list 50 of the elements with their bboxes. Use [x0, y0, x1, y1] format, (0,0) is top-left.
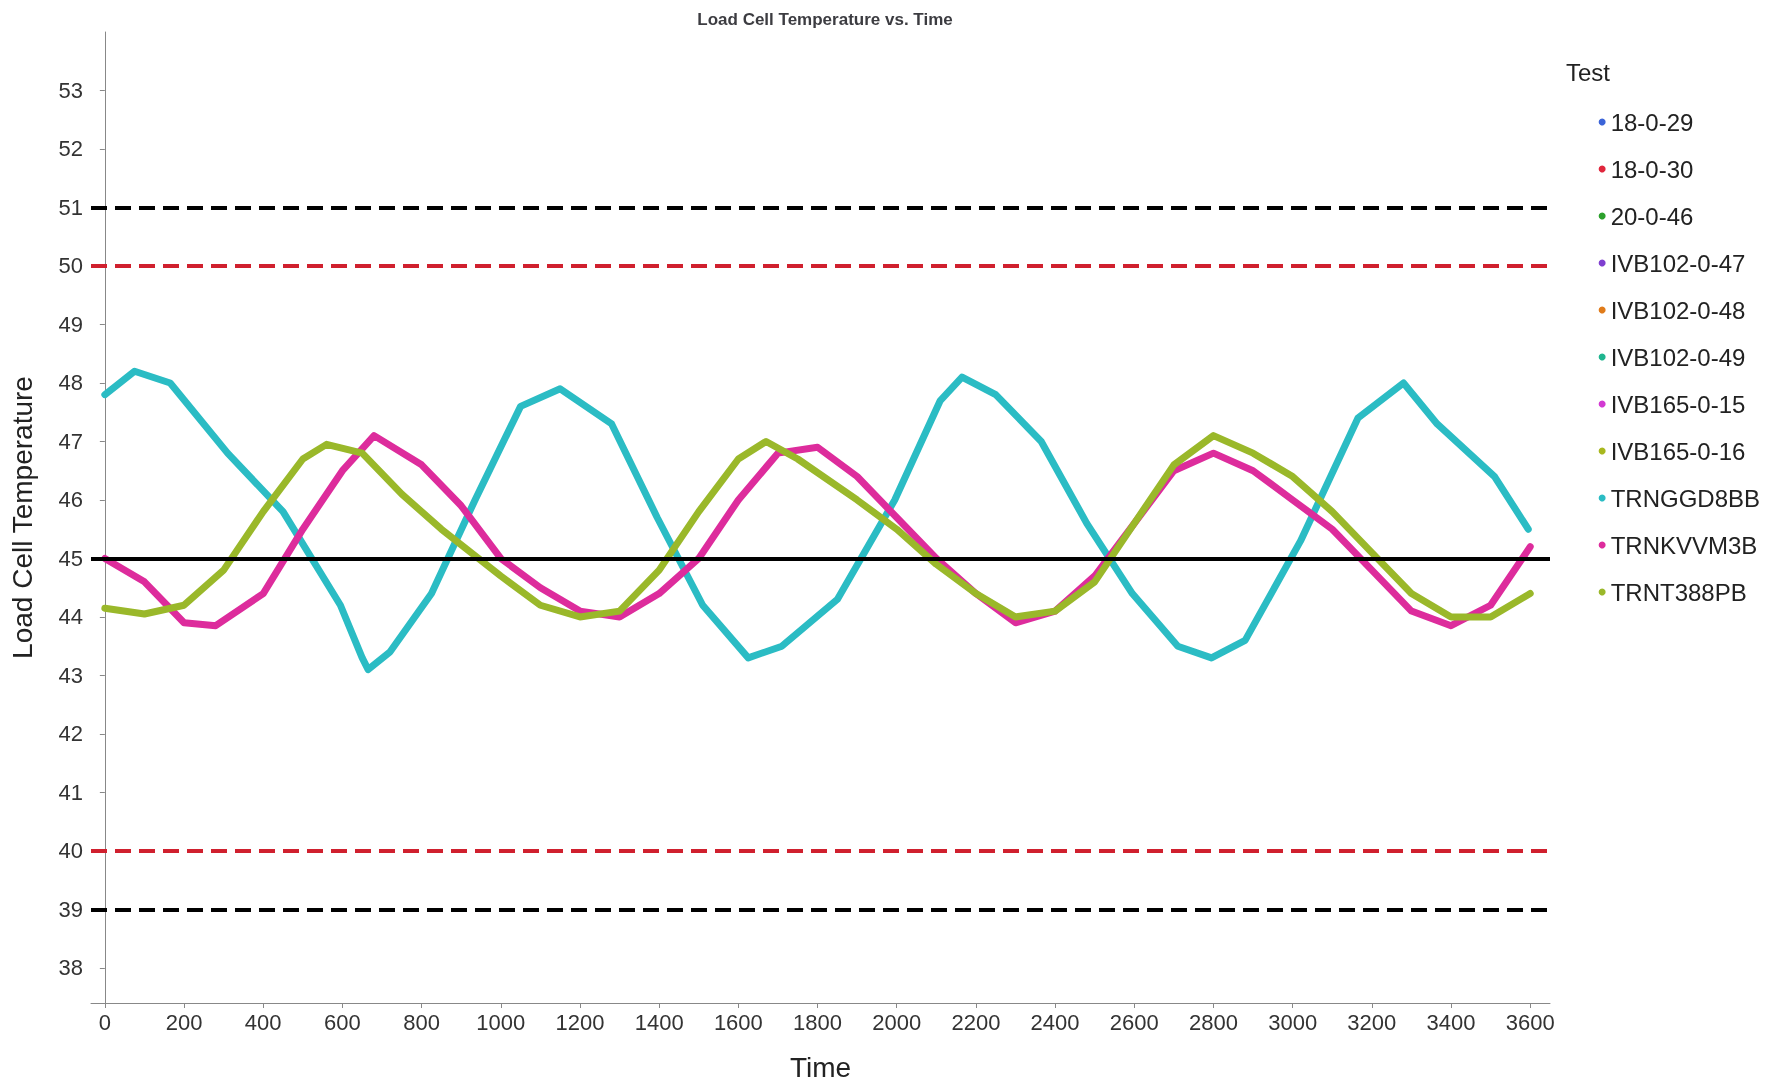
legend-label: 18-0-30 — [1610, 155, 1694, 183]
y-tick-label: 50 — [58, 253, 83, 279]
y-tick-label: 46 — [58, 487, 83, 513]
y-tick-label: 52 — [58, 136, 83, 162]
x-tick-label: 1600 — [713, 1009, 763, 1035]
legend-label: IVB102-0-47 — [1610, 249, 1746, 277]
y-tick-label: 44 — [58, 604, 83, 630]
x-tick-label: 1200 — [555, 1009, 605, 1035]
y-tick-label: 45 — [58, 545, 83, 571]
x-tick-label: 2600 — [1109, 1009, 1159, 1035]
x-tick-label: 3200 — [1347, 1009, 1397, 1035]
legend-label: IVB165-0-16 — [1610, 437, 1746, 465]
y-tick-label: 53 — [58, 77, 83, 103]
y-axis-title: Load Cell Temperature — [6, 376, 38, 659]
legend-label: 20-0-46 — [1610, 202, 1694, 230]
y-tick-label: 49 — [58, 311, 83, 337]
y-tick-label: 38 — [58, 955, 83, 981]
y-tick-label: 48 — [58, 370, 83, 396]
legend-label: TRNKVVM3B — [1610, 531, 1758, 559]
x-tick-label: 2800 — [1188, 1009, 1238, 1035]
y-tick-label: 43 — [58, 662, 83, 688]
x-axis-title: Time — [789, 1051, 852, 1083]
x-tick-label: 2400 — [1030, 1009, 1080, 1035]
y-tick-label: 41 — [58, 779, 83, 805]
x-tick-label: 1800 — [793, 1009, 843, 1035]
y-tick-label: 40 — [58, 838, 83, 864]
x-tick-label: 0 — [98, 1009, 111, 1035]
x-tick-label: 800 — [403, 1009, 440, 1035]
y-tick-label: 51 — [58, 194, 83, 220]
x-tick-label: 1400 — [634, 1009, 684, 1035]
x-tick-label: 200 — [165, 1009, 203, 1035]
legend-title: Test — [1566, 58, 1611, 86]
legend-label: IVB102-0-48 — [1610, 296, 1746, 324]
x-tick-label: 2000 — [872, 1009, 922, 1035]
y-tick-label: 39 — [58, 896, 83, 922]
y-tick-label: 47 — [58, 428, 83, 454]
y-tick-label: 42 — [58, 721, 83, 747]
x-tick-label: 3600 — [1505, 1009, 1555, 1035]
legend-label: 18-0-29 — [1610, 108, 1694, 136]
legend-label: TRNT388PB — [1610, 578, 1747, 606]
x-tick-label: 600 — [324, 1009, 361, 1035]
x-tick-label: 400 — [244, 1009, 282, 1035]
legend-label: IVB102-0-49 — [1610, 343, 1746, 371]
legend-label: IVB165-0-15 — [1610, 390, 1746, 418]
x-tick-label: 2200 — [951, 1009, 1001, 1035]
x-tick-label: 3400 — [1426, 1009, 1476, 1035]
x-tick-label: 1000 — [476, 1009, 526, 1035]
legend-label: TRNGGD8BB — [1610, 484, 1760, 512]
x-tick-label: 3000 — [1268, 1009, 1318, 1035]
chart-title: Load Cell Temperature vs. Time — [697, 10, 953, 29]
